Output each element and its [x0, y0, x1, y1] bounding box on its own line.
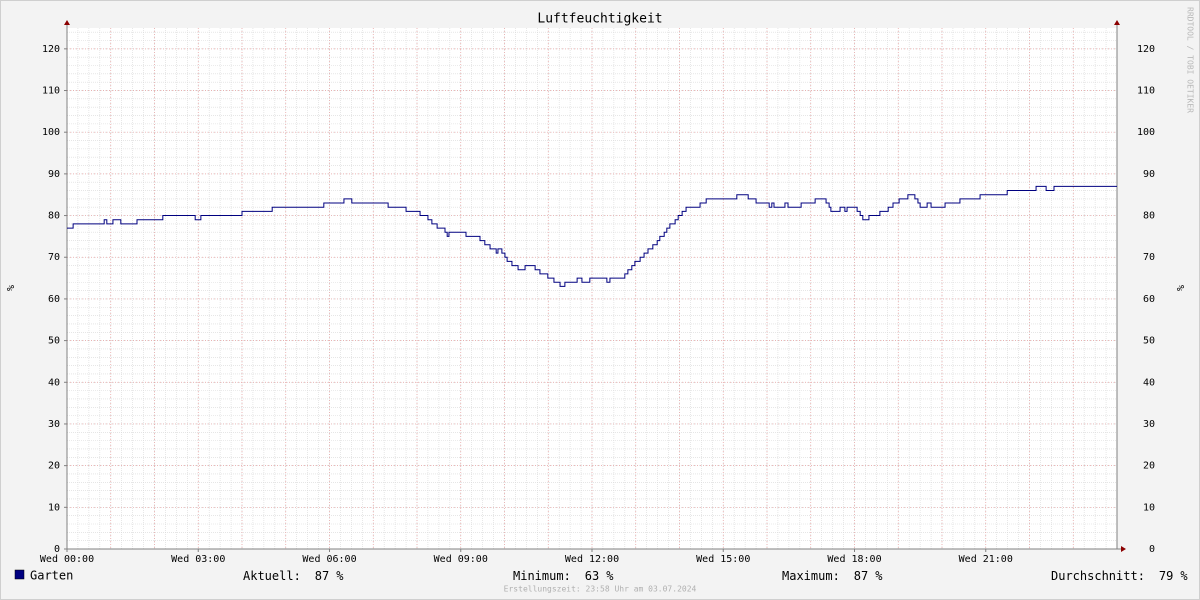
y2-tick-label: 10	[1143, 502, 1155, 513]
x-tick-label: Wed 15:00	[696, 554, 750, 565]
arrow	[1114, 20, 1120, 25]
y-tick-label: 110	[42, 86, 60, 97]
y2-tick-label: 20	[1143, 461, 1155, 472]
y-axis-label: %	[4, 285, 15, 291]
arrow	[64, 20, 70, 25]
marks	[67, 185, 1117, 287]
y-tick-label: 30	[48, 419, 60, 430]
y2-tick-label: 40	[1143, 377, 1155, 388]
x-tick-label: Wed 06:00	[302, 554, 356, 565]
legend-swatch	[14, 569, 25, 580]
y-tick-label: 120	[42, 44, 60, 55]
stat-label: Maximum:	[782, 569, 840, 583]
stat-unit: %	[1180, 569, 1188, 583]
legend-label: Garten	[30, 569, 73, 583]
x-tick-label: Wed 03:00	[171, 554, 225, 565]
y-tick-label: 80	[48, 211, 60, 222]
stat-value: 87	[315, 569, 329, 583]
y-tick-label: 50	[48, 336, 60, 347]
y-tick-label: 40	[48, 377, 60, 388]
x-tick-label: Wed 12:00	[565, 554, 619, 565]
chart-title: Luftfeuchtigkeit	[537, 12, 662, 27]
y-tick-label: 20	[48, 461, 60, 472]
stat-unit: %	[875, 569, 883, 583]
y-tick-label: 60	[48, 294, 60, 305]
x-tick-label: Wed 00:00	[40, 554, 94, 565]
y-tick-label: 0	[54, 544, 60, 555]
legend: Garten Aktuell: 87% Minimum: 63% Maximum: 87% D…	[14, 569, 1188, 583]
y-tick-label: 90	[48, 169, 60, 180]
stat-label: Durchschnitt:	[1051, 569, 1145, 583]
legend-stat: Maximum: 87%	[782, 569, 883, 583]
y2-tick-label: 70	[1143, 252, 1155, 263]
x-tick-label: Wed 18:00	[827, 554, 881, 565]
axes: 0 0 10 10 20 20 30 30 40 40 50 50 60 60 70 70 80 80 90 90 10…	[40, 20, 1155, 565]
y-tick-label: 100	[42, 127, 60, 138]
stat-value: 63	[585, 569, 599, 583]
arrow	[1121, 546, 1126, 552]
grid	[66, 28, 1118, 550]
stat-unit: %	[606, 569, 614, 583]
y-tick-label: 10	[48, 502, 60, 513]
stat-unit: %	[336, 569, 344, 583]
legend-stat: Durchschnitt: 79%	[1051, 569, 1188, 583]
y2-tick-label: 100	[1137, 127, 1155, 138]
watermark: RRDTOOL / TOBI OETIKER	[1186, 7, 1195, 113]
x-tick-label: Wed 09:00	[434, 554, 488, 565]
y2-tick-label: 120	[1137, 44, 1155, 55]
stat-value: 87	[854, 569, 868, 583]
x-tick-label: Wed 21:00	[959, 554, 1013, 565]
stat-label: Aktuell:	[243, 569, 301, 583]
data-line	[67, 185, 1117, 287]
stat-label: Minimum:	[513, 569, 571, 583]
y2-tick-label: 30	[1143, 419, 1155, 430]
y2-tick-label: 0	[1149, 544, 1155, 555]
y2-axis-label: %	[1174, 285, 1185, 291]
y2-tick-label: 90	[1143, 169, 1155, 180]
y2-tick-label: 60	[1143, 294, 1155, 305]
stat-value: 79	[1159, 569, 1173, 583]
y2-tick-label: 80	[1143, 211, 1155, 222]
legend-stat: Minimum: 63%	[513, 569, 614, 583]
footer: Erstellungszeit: 23:58 Uhr am 03.07.2024	[504, 585, 697, 594]
legend-stat: Aktuell: 87%	[243, 569, 344, 583]
y2-tick-label: 50	[1143, 336, 1155, 347]
y2-tick-label: 110	[1137, 86, 1155, 97]
y-tick-label: 70	[48, 252, 60, 263]
